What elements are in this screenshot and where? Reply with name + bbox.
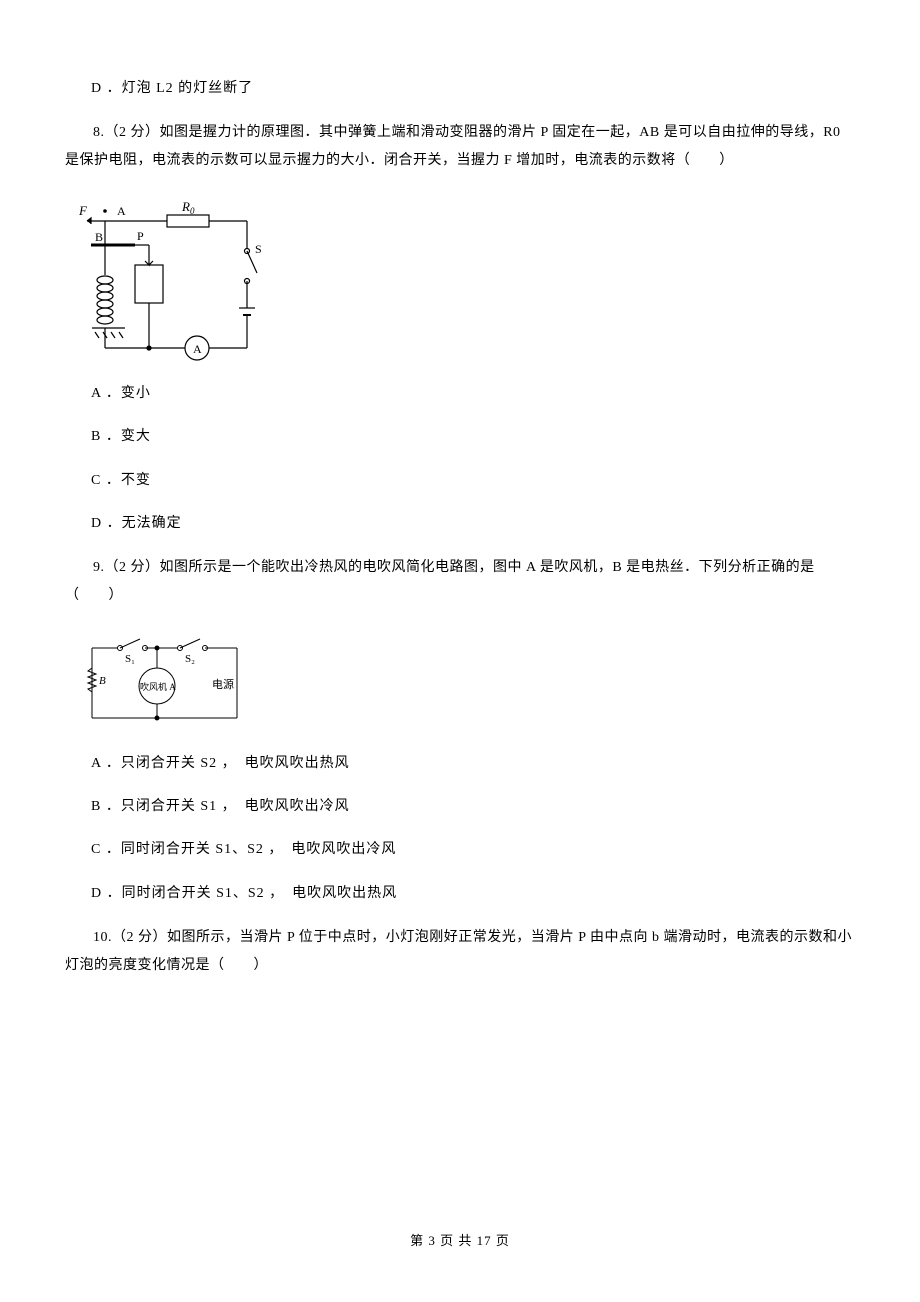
svg-text:电源: 电源 <box>212 677 234 691</box>
svg-text:A: A <box>193 342 202 356</box>
q9-circuit-diagram: S₁ S₂ B 吹风机 A 电源 <box>77 628 252 733</box>
svg-text:F: F <box>78 203 88 218</box>
svg-text:吹风机 A: 吹风机 A <box>140 681 176 692</box>
svg-text:S₁: S₁ <box>125 653 135 665</box>
q9-intro: 9.（2 分）如图所示是一个能吹出冷热风的电吹风简化电路图，图中 A 是吹风机，… <box>65 554 855 610</box>
svg-text:S₂: S₂ <box>185 653 195 665</box>
svg-text:S: S <box>255 242 262 256</box>
page-footer: 第 3 页 共 17 页 <box>0 1229 920 1252</box>
q8-option-d: D ．无法确定 <box>91 511 855 536</box>
svg-text:R0: R0 <box>181 199 195 216</box>
q9-option-c: C ．同时闭合开关 S1、S2 ， 电吹风吹出冷风 <box>91 837 855 862</box>
svg-text:A: A <box>117 204 126 218</box>
q10-intro: 10.（2 分）如图所示，当滑片 P 位于中点时，小灯泡刚好正常发光，当滑片 P… <box>65 924 855 980</box>
svg-text:P: P <box>137 229 144 243</box>
q9-option-d: D ．同时闭合开关 S1、S2 ， 电吹风吹出热风 <box>91 881 855 906</box>
q9-option-a: A ．只闭合开关 S2 ， 电吹风吹出热风 <box>91 751 855 776</box>
q8-option-a: A ．变小 <box>91 381 855 406</box>
svg-text:B: B <box>99 675 106 687</box>
svg-text:B: B <box>95 230 103 244</box>
q8-option-c: C ．不变 <box>91 468 855 493</box>
q8-option-b: B ．变大 <box>91 424 855 449</box>
q8-circuit-diagram: F A B P R0 S A <box>77 193 277 363</box>
q7-option-d: D ．灯泡 L2 的灯丝断了 <box>91 76 855 101</box>
q9-option-b: B ．只闭合开关 S1 ， 电吹风吹出冷风 <box>91 794 855 819</box>
q8-intro: 8.（2 分）如图是握力计的原理图．其中弹簧上端和滑动变阻器的滑片 P 固定在一… <box>65 119 855 175</box>
